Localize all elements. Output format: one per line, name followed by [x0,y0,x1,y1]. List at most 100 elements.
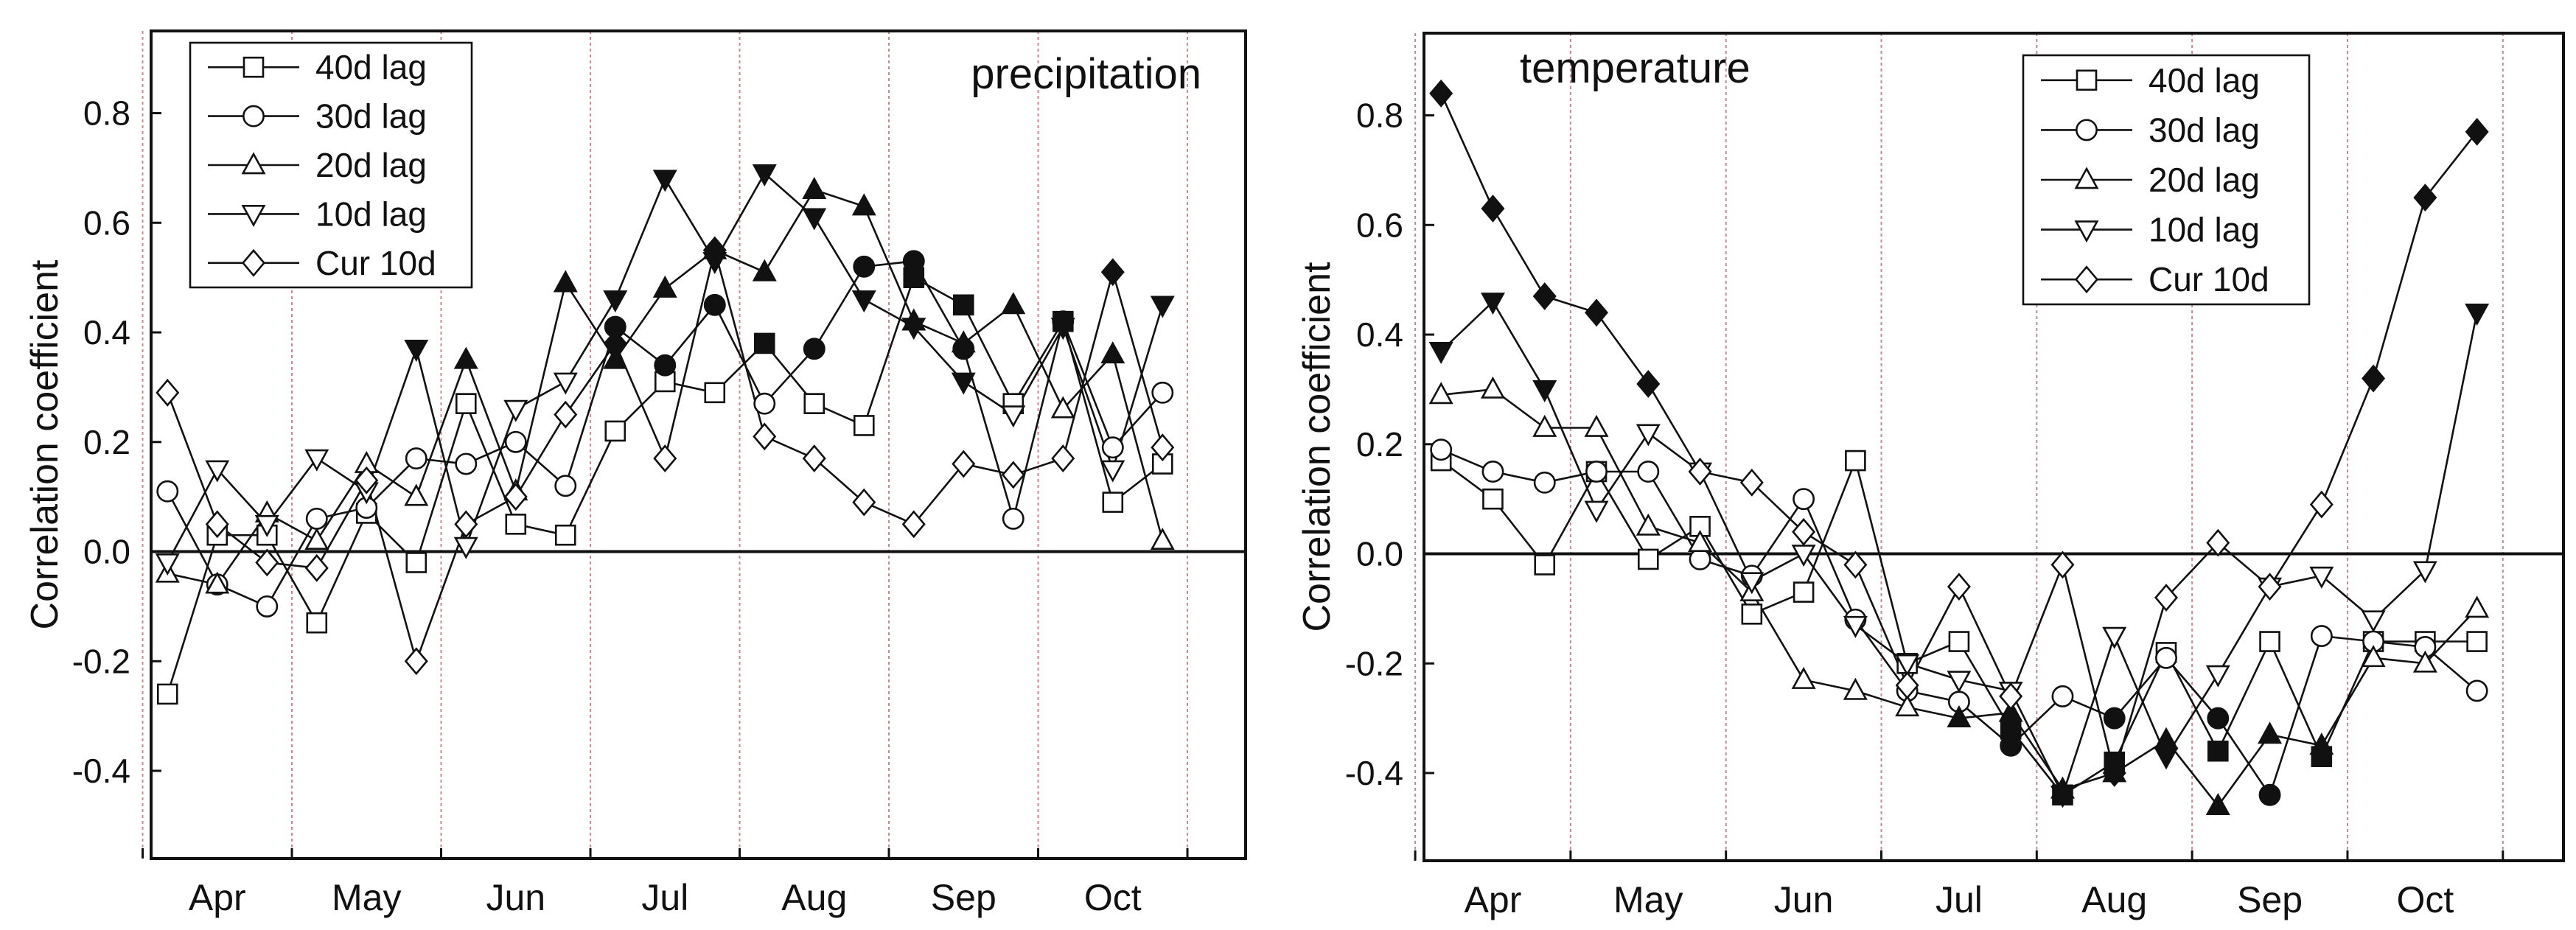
data-point-triangle-up [802,177,827,200]
data-point-triangle-up [2465,595,2490,618]
x-tick-label: Jul [641,877,688,918]
data-point-triangle-down [304,449,329,472]
x-tick-label: May [332,877,401,918]
data-point-diamond [901,510,926,539]
data-point-triangle-down [1532,380,1557,403]
data-point-circle [1151,381,1174,404]
data-point-diamond [1999,682,2023,710]
data-point-triangle-up [752,259,777,282]
data-point-circle [156,480,179,503]
data-point-circle [1101,436,1124,459]
legend-label: 40d lag [2149,61,2260,99]
data-point-circle [2310,625,2333,648]
temperature-panel: 0.8 0.6 0.4 0.2 0.0 -0.2 -0.4 Apr May Jun Jul Aug Se… [1296,32,2565,920]
data-point-triangle-down [2102,626,2127,649]
y-tick-label: 0.6 [1356,206,1403,244]
data-point-triangle-down [1001,405,1026,428]
data-point-triangle-down [404,340,429,362]
data-point-diamond [1636,370,1661,398]
data-point-square [1689,516,1711,537]
data-point-circle [1002,507,1025,530]
data-point-triangle-up [205,571,230,594]
data-point-circle [703,293,726,316]
data-point-diamond [2206,528,2230,557]
legend-label: 30d lag [2149,111,2260,149]
data-point-circle [405,447,427,470]
data-point-diamond [554,400,578,429]
data-point-triangle-down [1636,424,1661,447]
data-point-square [156,683,178,705]
data-point-triangle-up [1480,376,1505,399]
legend-marker-circle [242,105,265,127]
x-tick-label: Jun [1774,879,1834,920]
data-point-diamond [1688,458,1712,486]
data-point-triangle-down [802,208,827,231]
data-point-square [2207,740,2229,762]
data-point-square [405,552,427,573]
data-point-diamond [1051,444,1075,473]
x-tick-label: May [1613,879,1683,920]
data-point-triangle-up [1895,694,1920,717]
legend-marker-square [2076,69,2098,91]
legend-label: 30d lag [315,97,427,136]
legend-marker-triangle-up [241,152,266,175]
data-point-diamond [2309,490,2334,519]
data-point-triangle-up [2205,792,2230,815]
data-point-triangle-up [2361,645,2386,668]
panel-title: precipitation [971,50,1201,98]
data-point-square [952,294,974,316]
x-tick-label: Oct [2396,879,2454,920]
data-point-triangle-up [453,346,478,369]
data-point-circle [2000,734,2022,757]
data-point-diamond [156,378,180,407]
data-point-circle [305,507,328,530]
y-tick-label: -0.2 [1345,644,1403,682]
data-point-triangle-down [2412,561,2437,584]
data-point-triangle-up [1636,513,1661,536]
data-point-circle [2465,679,2488,702]
data-point-diamond [952,450,976,478]
y-tick-label: 0.4 [83,313,130,352]
legend-label: 40d lag [315,48,427,86]
x-tick-label: Sep [2237,879,2303,920]
data-point-triangle-down [603,290,628,313]
legend-label: 20d lag [2149,161,2260,199]
data-point-square [505,514,527,535]
data-point-square [803,393,825,415]
data-point-triangle-down [652,169,677,192]
data-point-square [455,393,477,415]
legend-marker-triangle-up [2074,167,2099,189]
legend-label: 10d lag [315,195,427,233]
data-point-triangle-up [1001,292,1026,315]
data-point-square [853,415,875,436]
data-point-diamond [1895,671,1919,699]
data-point-triangle-up [404,483,429,506]
data-point-circle [2103,707,2126,730]
data-point-circle [2155,646,2177,669]
data-point-square [753,332,775,354]
data-point-diamond [702,236,727,265]
y-tick-label: 0.2 [83,423,130,461]
legend-marker-circle [2076,119,2098,141]
data-point-triangle-down [951,372,976,395]
data-point-triangle-up [1150,528,1175,550]
data-point-triangle-down [1895,654,1920,676]
data-point-square [2259,631,2280,652]
data-point-triangle-up [1050,396,1075,419]
data-point-diamond [1532,282,1557,310]
data-point-diamond [2362,364,2386,393]
data-point-diamond [205,510,229,539]
data-point-square [1948,631,1970,652]
y-tick-label: -0.2 [72,642,130,680]
data-point-triangle-down [2154,747,2179,770]
y-tick-label: -0.4 [72,752,130,790]
data-point-circle [1481,461,1504,483]
data-point-circle [1793,488,1815,511]
data-point-triangle-down [1100,460,1125,483]
data-point-triangle-down [2361,610,2386,633]
data-point-square [1534,554,1556,576]
data-point-triangle-up [951,330,976,353]
data-point-circle [902,250,925,273]
data-point-circle [1430,438,1453,461]
